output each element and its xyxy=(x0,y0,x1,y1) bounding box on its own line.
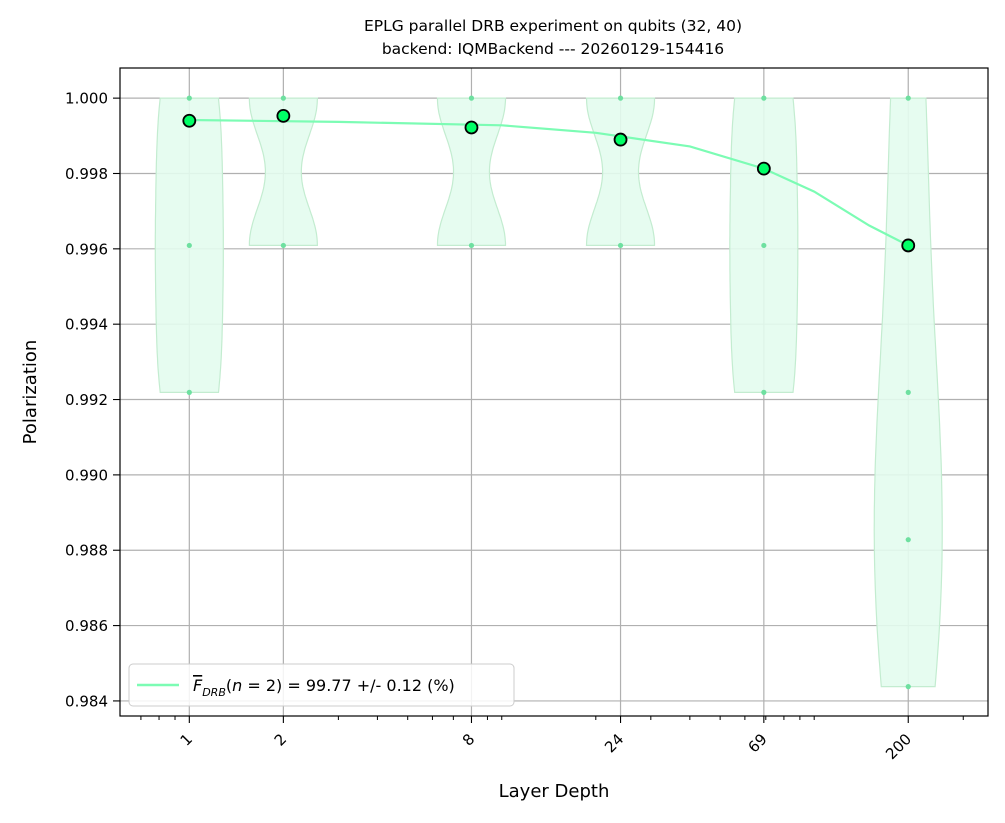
sample-point xyxy=(761,95,767,101)
mean-point xyxy=(464,120,479,135)
mean-point xyxy=(756,161,771,176)
sample-point xyxy=(186,95,192,101)
sample-point xyxy=(905,684,911,690)
mean-points xyxy=(182,108,916,253)
sample-point xyxy=(280,95,286,101)
legend-label: FDRB(n = 2) = 99.77 +/- 0.12 (%) xyxy=(193,676,455,699)
x-axis-ticks: 1 2 8 24 69 200 xyxy=(140,716,964,763)
legend: FDRB(n = 2) = 99.77 +/- 0.12 (%) xyxy=(128,663,515,707)
x-tick-label: 24 xyxy=(601,730,627,756)
x-tick-label: 69 xyxy=(744,730,770,756)
chart-title: EPLG parallel DRB experiment on qubits (… xyxy=(364,17,742,35)
violin-shape xyxy=(585,97,656,246)
mean-point xyxy=(901,238,916,253)
y-tick-label: 0.986 xyxy=(65,617,108,635)
y-tick-label: 0.994 xyxy=(65,316,108,334)
mean-point xyxy=(613,132,628,147)
sample-point xyxy=(468,95,475,101)
x-tick-label: 1 xyxy=(177,730,196,749)
legend-symbol: F xyxy=(193,676,203,695)
sample-point xyxy=(905,389,911,395)
violin-shape xyxy=(248,97,319,246)
chart-subtitle: backend: IQMBackend --- 20260129-154416 xyxy=(382,40,724,58)
y-tick-label: 0.984 xyxy=(65,692,108,710)
sample-point xyxy=(761,242,767,249)
y-tick-label: 0.996 xyxy=(65,240,108,258)
fit-line xyxy=(189,118,909,247)
sample-point xyxy=(617,95,624,101)
sample-points xyxy=(186,95,911,690)
y-axis-label: Polarization xyxy=(20,340,41,445)
y-tick-label: 0.992 xyxy=(65,391,108,409)
y-tick-label: 0.988 xyxy=(65,542,108,560)
violin-shape xyxy=(436,97,507,246)
plot-frame xyxy=(119,67,989,717)
legend-symbol-eq: = 2) xyxy=(242,676,287,695)
x-tick-label: 2 xyxy=(271,730,290,749)
mean-point xyxy=(276,108,291,123)
mean-point xyxy=(182,113,197,128)
sample-point xyxy=(468,242,475,249)
legend-box xyxy=(128,663,515,707)
x-tick-label: 8 xyxy=(459,730,478,749)
legend-symbol-n: n xyxy=(232,676,242,695)
sample-point xyxy=(905,537,911,543)
y-tick-label: 1.000 xyxy=(65,90,108,108)
sample-point xyxy=(280,242,286,249)
legend-value: = 99.77 +/- 0.12 (%) xyxy=(287,676,454,695)
sample-point xyxy=(761,389,767,395)
x-tick-label: 200 xyxy=(882,730,915,763)
y-tick-label: 0.998 xyxy=(65,165,108,183)
grid-lines xyxy=(120,68,988,716)
legend-symbol-args: ( xyxy=(226,676,232,695)
sample-point xyxy=(186,242,192,249)
sample-point xyxy=(186,389,192,395)
sample-point xyxy=(617,242,624,249)
sample-point xyxy=(905,95,911,101)
x-axis-label: Layer Depth xyxy=(499,781,610,802)
y-axis-ticks: 0.984 0.986 0.988 0.990 0.992 0.994 0.996 0.998… xyxy=(65,90,120,710)
y-tick-label: 0.990 xyxy=(65,466,108,484)
legend-subscript: DRB xyxy=(202,686,226,699)
violin-group xyxy=(154,97,943,688)
